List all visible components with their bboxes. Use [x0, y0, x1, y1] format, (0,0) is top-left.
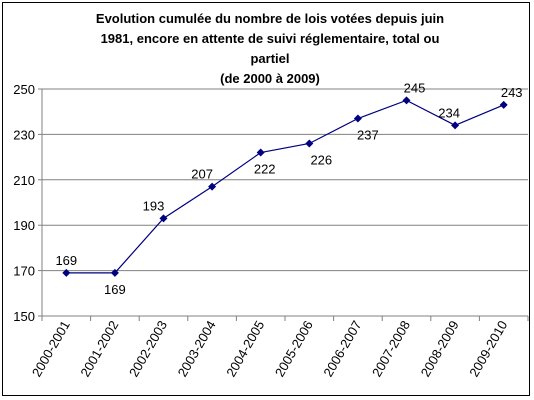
gridlines — [42, 88, 528, 272]
data-point-marker — [451, 121, 460, 130]
chart-title-line-3: partiel — [250, 51, 290, 66]
y-tick-label: 230 — [13, 127, 35, 142]
y-tick-label: 150 — [13, 309, 35, 324]
series — [62, 96, 508, 277]
x-tick-label: 2000-2001 — [29, 318, 73, 379]
chart-title: Evolution cumulée du nombre de lois voté… — [20, 9, 520, 89]
x-tick-label: 2001-2002 — [77, 318, 121, 379]
x-tick-label: 2006-2007 — [320, 318, 364, 379]
chart-title-line-1: Evolution cumulée du nombre de lois voté… — [95, 11, 445, 26]
x-tick-label: 2007-2008 — [369, 318, 413, 379]
data-label: 245 — [404, 80, 426, 95]
data-point-marker — [159, 214, 168, 223]
data-point-marker — [110, 268, 119, 277]
data-label: 226 — [310, 152, 332, 167]
y-tick-label: 170 — [13, 264, 35, 279]
chart-frame — [2, 2, 530, 396]
data-label: 234 — [438, 105, 460, 120]
data-point-marker — [499, 100, 508, 109]
x-tick-label: 2002-2003 — [126, 318, 170, 379]
data-point-marker — [402, 96, 411, 105]
data-label: 243 — [501, 85, 523, 100]
y-tick-label: 250 — [13, 82, 35, 97]
x-tick-label: 2005-2006 — [272, 318, 316, 379]
x-tick-label: 2008-2009 — [418, 318, 462, 379]
chart-title-line-2: 1981, encore en attente de suivi régleme… — [100, 31, 440, 46]
data-label: 237 — [357, 128, 379, 143]
data-label: 193 — [143, 198, 165, 213]
y-axis-ticks: 150 170 190 210 230 250 — [13, 82, 35, 324]
y-tick-label: 210 — [13, 173, 35, 188]
data-point-marker — [208, 182, 217, 191]
x-tick-label: 2009-2010 — [466, 318, 510, 379]
data-label: 222 — [254, 162, 276, 177]
data-point-marker — [256, 148, 265, 157]
series-line — [66, 99, 504, 274]
data-point-marker — [62, 268, 71, 277]
x-tick-label: 2003-2004 — [175, 318, 219, 379]
data-label: 169 — [55, 253, 77, 268]
x-tick-label: 2004-2005 — [223, 318, 267, 379]
data-point-marker — [305, 139, 314, 148]
chart-title-line-4: (de 2000 à 2009) — [220, 71, 320, 86]
axes — [38, 88, 529, 321]
y-tick-label: 190 — [13, 218, 35, 233]
x-axis-ticks: 2000-2001 2001-2002 2002-2003 2003-2004 2004… — [29, 318, 510, 379]
data-label: 207 — [191, 167, 213, 182]
data-point-marker — [353, 114, 362, 123]
data-label: 169 — [104, 282, 126, 297]
data-labels: 169 169 193 207 222 226 237 245 234 243 — [55, 80, 522, 297]
